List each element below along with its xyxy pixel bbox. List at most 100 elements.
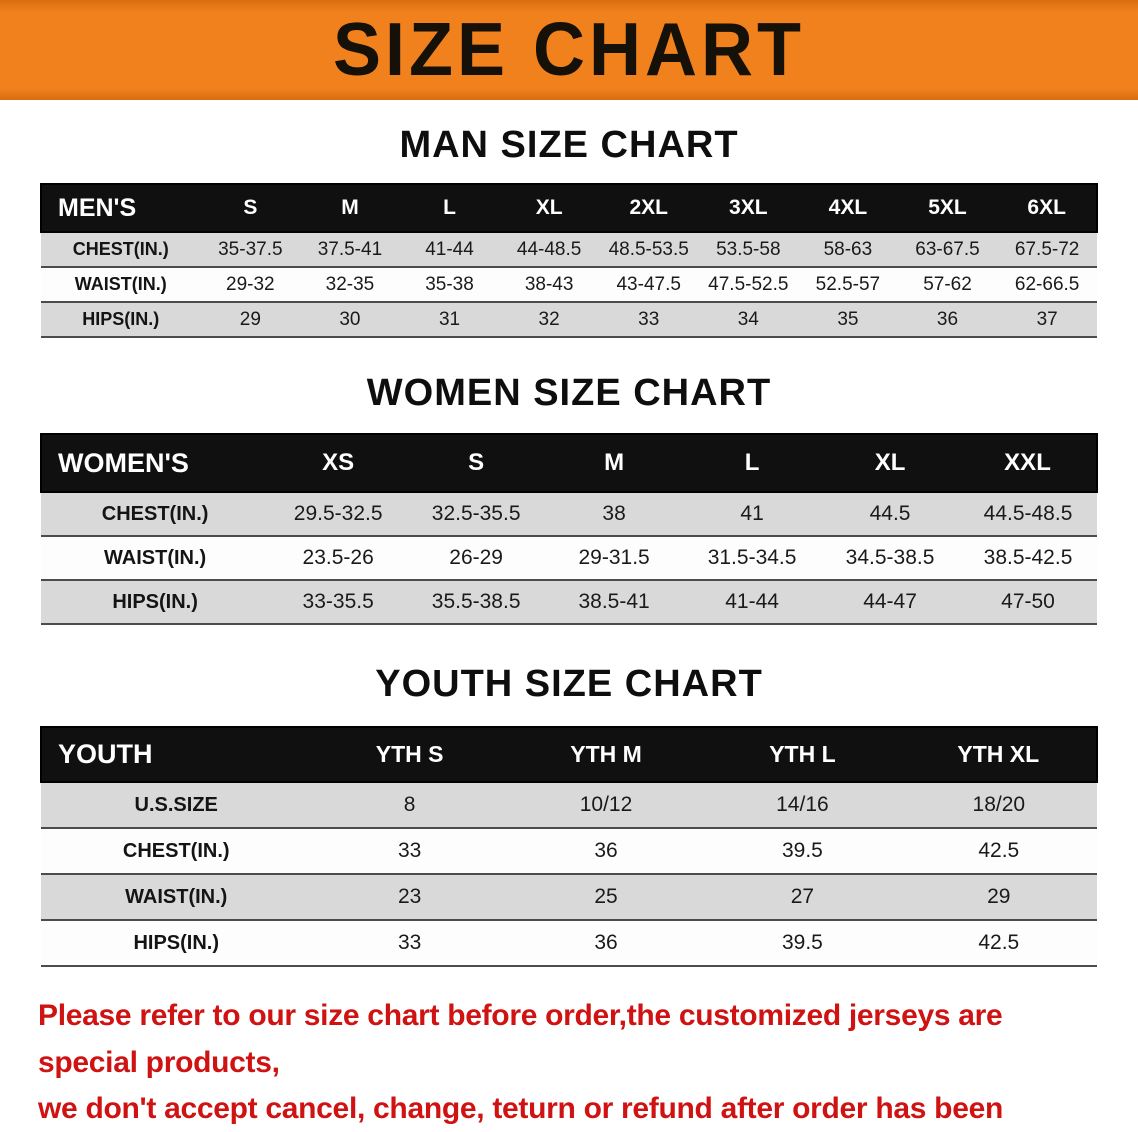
table-row: HIPS(IN.) 29 30 31 32 33 34 35 36 37	[41, 302, 1097, 337]
size-value-cell: 10/12	[579, 793, 633, 816]
size-value-cell: 35-38	[425, 273, 474, 295]
size-value-cell: 35-37.5	[218, 238, 283, 260]
table-row: U.S.SIZE 8 10/12 14/16 18/20	[41, 782, 1097, 828]
table-title-cell: MEN'S	[58, 193, 137, 222]
size-value-cell: 8	[403, 793, 416, 816]
table-row: WAIST(IN.) 23 25 27 29	[41, 874, 1097, 920]
row-label-cell: CHEST(IN.)	[101, 502, 209, 525]
size-header-cell: L	[744, 449, 760, 476]
size-value-cell: 39.5	[781, 839, 823, 862]
table-row: CHEST(IN.) 29.5-32.5 32.5-35.5 38 41 44.5 44.5…	[41, 492, 1097, 536]
size-header-cell: XL	[535, 196, 563, 219]
size-value-cell: 33	[397, 931, 422, 954]
banner: SIZE CHART	[0, 0, 1138, 100]
size-header-cell: S	[468, 449, 485, 476]
size-value-cell: 35	[837, 308, 859, 330]
size-value-cell: 53.5-58	[716, 238, 781, 260]
row-label-cell: WAIST(IN.)	[125, 885, 228, 908]
size-value-cell: 23.5-26	[302, 546, 374, 569]
man-size-table: MEN'S S M L XL 2XL 3XL 4XL 5XL 6XL CHEST(IN.) 35-37…	[40, 183, 1098, 338]
row-label-cell: CHEST(IN.)	[72, 239, 169, 259]
size-header-cell: 6XL	[1027, 196, 1066, 219]
size-header-cell: YTH M	[570, 741, 642, 767]
row-label-cell: WAIST(IN.)	[74, 274, 167, 294]
size-value-cell: 33	[638, 308, 660, 330]
notice-line-2: we don't accept cancel, change, teturn o…	[38, 1092, 1003, 1125]
table-header-row: WOMEN'S XS S M L XL XXL	[41, 434, 1097, 492]
size-header-cell: M	[341, 196, 359, 219]
size-header-cell: XS	[322, 449, 355, 476]
table-row: CHEST(IN.) 35-37.5 37.5-41 41-44 44-48.5 48.5…	[41, 232, 1097, 267]
women-size-table: WOMEN'S XS S M L XL XXL CHEST(IN.) 29.5-32.5 32.5…	[40, 433, 1098, 625]
size-value-cell: 25	[594, 885, 618, 908]
size-value-cell: 47.5-52.5	[708, 273, 789, 295]
size-value-cell: 67.5-72	[1014, 238, 1080, 260]
size-value-cell: 31.5-34.5	[707, 546, 797, 569]
size-value-cell: 27	[790, 885, 815, 908]
size-header-cell: L	[443, 196, 456, 219]
size-value-cell: 63-67.5	[915, 238, 980, 260]
size-value-cell: 38.5-41	[578, 590, 650, 613]
size-value-cell: 29-32	[226, 273, 275, 295]
size-value-cell: 52.5-57	[815, 273, 881, 295]
size-value-cell: 26-29	[449, 546, 503, 569]
size-value-cell: 37.5-41	[317, 238, 383, 260]
footer-notice: Please refer to our size chart before or…	[0, 967, 1138, 1132]
size-value-cell: 23	[397, 885, 422, 908]
size-header-cell: S	[243, 196, 258, 219]
size-header-cell: YTH S	[375, 741, 444, 767]
table-header-row: YOUTH YTH S YTH M YTH L YTH XL	[41, 727, 1097, 782]
size-value-cell: 38	[602, 502, 626, 525]
table-row: HIPS(IN.) 33 36 39.5 42.5	[41, 920, 1097, 966]
table-header-row: MEN'S S M L XL 2XL 3XL 4XL 5XL 6XL	[41, 184, 1097, 232]
man-size-section: MAN SIZE CHART MEN'S S M L XL 2XL 3XL 4XL 5XL 6XL…	[0, 124, 1138, 338]
size-value-cell: 33	[397, 839, 422, 862]
size-value-cell: 41	[740, 502, 764, 525]
size-value-cell: 33-35.5	[302, 590, 374, 613]
size-value-cell: 35.5-38.5	[431, 590, 521, 613]
size-value-cell: 18/20	[972, 793, 1026, 816]
size-value-cell: 31	[438, 308, 461, 330]
size-value-cell: 38.5-42.5	[983, 546, 1073, 569]
size-value-cell: 32	[538, 308, 560, 330]
size-header-cell: 4XL	[828, 196, 868, 219]
size-value-cell: 48.5-53.5	[608, 238, 689, 260]
women-section-heading: WOMEN SIZE CHART	[366, 372, 772, 414]
size-value-cell: 42.5	[978, 931, 1020, 954]
size-value-cell: 29	[239, 308, 261, 330]
size-value-cell: 57-62	[923, 273, 972, 295]
charts-area: MAN SIZE CHART MEN'S S M L XL 2XL 3XL 4XL 5XL 6XL…	[0, 124, 1138, 967]
size-value-cell: 44.5-48.5	[983, 502, 1073, 525]
youth-section-heading: YOUTH SIZE CHART	[375, 663, 763, 705]
row-label-cell: HIPS(IN.)	[112, 590, 198, 613]
row-label-cell: CHEST(IN.)	[122, 839, 230, 862]
size-header-cell: XXL	[1004, 449, 1051, 476]
man-section-heading: MAN SIZE CHART	[399, 124, 739, 166]
size-value-cell: 44-47	[863, 590, 917, 613]
youth-size-section: YOUTH SIZE CHART YOUTH YTH S YTH M YTH L YTH…	[0, 663, 1138, 967]
table-title-cell: WOMEN'S	[58, 447, 189, 478]
size-value-cell: 39.5	[781, 931, 823, 954]
size-value-cell: 37	[1036, 308, 1058, 330]
size-value-cell: 29-31.5	[578, 546, 650, 569]
women-size-section: WOMEN SIZE CHART WOMEN'S XS S M L XL XXL CHEST(…	[0, 372, 1138, 625]
row-label-cell: HIPS(IN.)	[82, 309, 160, 329]
size-value-cell: 34	[737, 308, 759, 330]
row-label-cell: HIPS(IN.)	[133, 931, 219, 954]
size-header-cell: 3XL	[729, 196, 768, 219]
size-value-cell: 32-35	[325, 273, 375, 295]
size-value-cell: 41-44	[725, 590, 779, 613]
size-header-cell: M	[604, 449, 625, 476]
youth-size-table: YOUTH YTH S YTH M YTH L YTH XL U.S.SIZE 8 10/12…	[40, 726, 1098, 967]
size-value-cell: 30	[339, 308, 361, 330]
size-header-cell: XL	[874, 449, 906, 476]
size-value-cell: 41-44	[425, 238, 474, 260]
size-value-cell: 44.5	[869, 502, 911, 525]
size-value-cell: 38-43	[524, 273, 574, 295]
size-value-cell: 42.5	[978, 839, 1020, 862]
size-value-cell: 44-48.5	[516, 238, 582, 260]
size-value-cell: 29	[987, 885, 1011, 908]
size-value-cell: 62-66.5	[1014, 273, 1080, 295]
row-label-cell: WAIST(IN.)	[103, 546, 207, 569]
